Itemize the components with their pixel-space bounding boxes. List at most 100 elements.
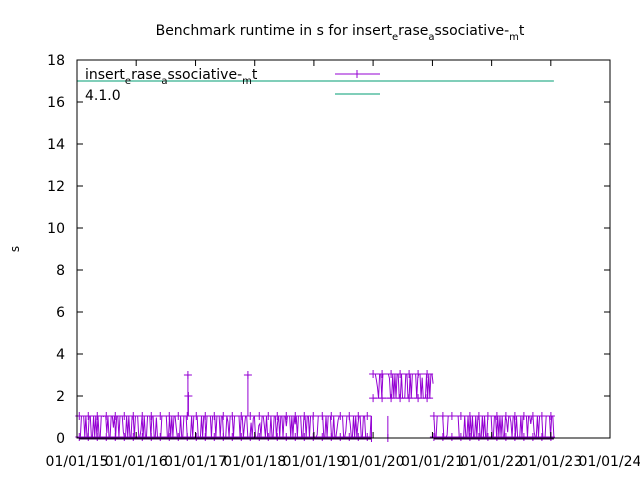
series-1-point <box>378 369 387 378</box>
series-1-point <box>387 369 396 378</box>
series-1-point <box>246 432 255 441</box>
series-1-point <box>318 411 327 420</box>
series-1-point <box>369 369 378 378</box>
legend-entry-1-part: t <box>252 67 258 83</box>
x-tick-label: 01/01/24 <box>579 454 640 470</box>
x-tick-label: 01/01/16 <box>105 454 168 470</box>
legend-entry-1-part: ssociative- <box>167 67 242 83</box>
series-1-point <box>156 432 165 441</box>
x-tick-label: 01/01/15 <box>46 454 109 470</box>
series-1-point <box>75 411 84 420</box>
series-1-point <box>546 411 555 420</box>
chart-title: Benchmark runtime in s for inserteraseas… <box>156 23 525 43</box>
series-1-point <box>318 432 327 441</box>
x-tick-label: 01/01/20 <box>342 454 405 470</box>
series-1-line <box>79 415 372 438</box>
series-1-point <box>237 411 246 420</box>
series-1-point <box>165 411 174 420</box>
series-1-point <box>456 432 465 441</box>
series-1-point <box>492 411 501 420</box>
series-1-point <box>363 411 372 420</box>
series-1-point <box>327 411 336 420</box>
series-1-point <box>414 394 423 403</box>
series-1-point <box>465 432 474 441</box>
series-1-spike-point <box>243 371 252 379</box>
series-1-point <box>528 411 537 420</box>
series-1-point <box>84 432 93 441</box>
series-1-point <box>396 369 405 378</box>
x-tick-label: 01/01/19 <box>282 454 345 470</box>
series-1-point <box>483 411 492 420</box>
y-tick-label: 10 <box>47 221 65 237</box>
series-1-point <box>228 432 237 441</box>
legend-entry-1-part: insert <box>85 67 125 83</box>
x-tick-label: 01/01/23 <box>519 454 582 470</box>
series-1-point <box>93 432 102 441</box>
series-1-point <box>255 411 264 420</box>
series-1-segment <box>369 369 434 403</box>
series-1-point <box>264 432 273 441</box>
series-1-point <box>438 411 447 420</box>
series-1-point <box>129 411 138 420</box>
series-1-point <box>447 432 456 441</box>
series-1-point <box>336 432 345 441</box>
series-1-point <box>111 432 120 441</box>
legend-entry-1-point <box>353 70 361 78</box>
series-1-point <box>354 432 363 441</box>
legend-entry-1-label: inserteraseassociative-mt <box>85 67 258 87</box>
title-part: ssociative- <box>435 23 510 39</box>
series-1-point <box>183 411 192 420</box>
title-part: t <box>519 23 525 39</box>
series-1-point <box>138 432 147 441</box>
series-1-point <box>120 411 129 420</box>
series-1-point <box>474 411 483 420</box>
series-1-point <box>84 411 93 420</box>
title-part: m <box>509 32 519 43</box>
series-1-point <box>138 411 147 420</box>
series-1-point <box>537 432 546 441</box>
series-1-point <box>528 432 537 441</box>
y-tick-label: 8 <box>56 263 65 279</box>
y-tick-label: 2 <box>56 389 65 405</box>
title-part: Benchmark runtime in s for insert <box>156 23 393 39</box>
series-1-point <box>465 411 474 420</box>
series-marks <box>75 80 555 442</box>
series-1-point <box>405 394 414 403</box>
series-1-point <box>147 411 156 420</box>
legend-entry-2-label: 4.1.0 <box>85 88 121 104</box>
series-1-point <box>156 411 165 420</box>
legend-entry-1-part: m <box>242 76 252 87</box>
series-1-point <box>387 394 396 403</box>
series-1-point <box>354 411 363 420</box>
series-1-point <box>75 432 84 441</box>
series-1-point <box>219 432 228 441</box>
series-1-point <box>501 411 510 420</box>
plot-frame <box>76 59 611 439</box>
series-1-point <box>273 411 282 420</box>
series-1-point <box>447 411 456 420</box>
series-1-spike-point <box>183 371 192 379</box>
title-part: a <box>428 32 434 43</box>
series-1-point <box>519 432 528 441</box>
series-1-point <box>309 432 318 441</box>
series-1-point <box>219 411 228 420</box>
series-1-point <box>501 432 510 441</box>
y-tick-label: 18 <box>47 53 65 69</box>
series-1-segment <box>429 411 555 441</box>
x-tick-label: 01/01/18 <box>223 454 286 470</box>
y-tick-label: 12 <box>47 179 65 195</box>
axis-ticks: 02468101214161801/01/1501/01/1601/01/170… <box>46 53 640 470</box>
y-axis-label: s <box>8 246 22 252</box>
series-1-point <box>345 411 354 420</box>
series-1-point <box>483 432 492 441</box>
series-1-point <box>192 432 201 441</box>
series-1-point <box>201 432 210 441</box>
series-1-point <box>255 432 264 441</box>
series-1-point <box>228 411 237 420</box>
series-1-point <box>423 394 432 403</box>
series-1-point <box>519 411 528 420</box>
series-1-point <box>282 432 291 441</box>
series-1-point <box>396 394 405 403</box>
series-1-point <box>102 432 111 441</box>
x-tick-label: 01/01/17 <box>164 454 227 470</box>
